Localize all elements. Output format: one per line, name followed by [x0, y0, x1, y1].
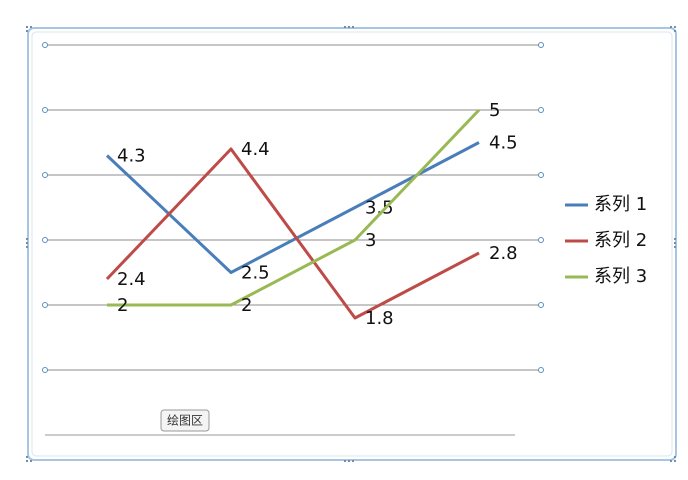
handle [42, 237, 48, 243]
handle [538, 367, 544, 373]
handle [538, 237, 544, 243]
data-label: 5 [489, 100, 500, 121]
data-label: 2 [241, 295, 252, 316]
data-label: 2.8 [489, 243, 518, 264]
data-label: 4.5 [489, 133, 518, 154]
legend-label: 系列 3 [594, 266, 647, 287]
series-line [105, 147, 480, 320]
data-label: 2 [117, 295, 128, 316]
chart-frame [27, 27, 677, 461]
handle [538, 42, 544, 48]
annotation-box: 绘图区 [160, 409, 210, 432]
handle [538, 107, 544, 113]
handle [42, 367, 48, 373]
series-line [107, 108, 481, 307]
data-label: 3.5 [365, 198, 394, 219]
handle [42, 172, 48, 178]
data-label: 2.4 [117, 269, 146, 290]
handle [42, 107, 48, 113]
data-label: 4.3 [117, 146, 146, 167]
data-label: 4.4 [241, 139, 270, 160]
data-label: 3 [365, 230, 376, 251]
handle [538, 172, 544, 178]
annotation-bg [160, 409, 210, 432]
legend-label: 系列 1 [594, 194, 647, 215]
handle [538, 302, 544, 308]
handle [42, 302, 48, 308]
frame-handles [26, 26, 676, 462]
data-label: 2.5 [241, 263, 270, 284]
chart-frame-inner [31, 31, 673, 457]
data-label: 1.8 [365, 308, 394, 329]
legend-label: 系列 2 [594, 230, 647, 251]
annotation: 绘图区 [167, 413, 203, 428]
handle [42, 42, 48, 48]
